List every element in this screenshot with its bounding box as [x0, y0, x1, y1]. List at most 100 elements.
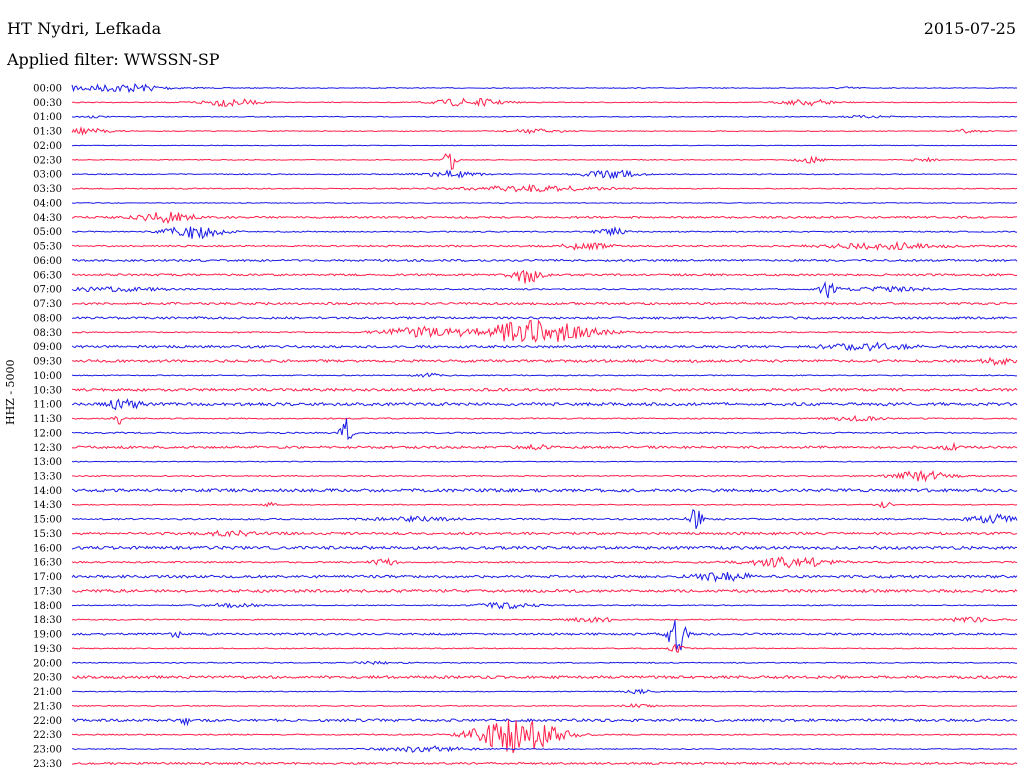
- trace-row: [71, 125, 1018, 136]
- trace-row: [71, 717, 1018, 727]
- trace-row: [71, 183, 1018, 193]
- trace-row: [71, 114, 1018, 119]
- row-time-label: 01:30: [33, 127, 62, 138]
- row-time-label: 16:30: [33, 558, 62, 569]
- trace-row: [71, 319, 1018, 343]
- row-time-label: 15:30: [33, 529, 62, 540]
- row-time-label: 19:30: [33, 644, 62, 655]
- row-time-label: 14:30: [33, 500, 62, 511]
- trace-row: [71, 83, 1018, 94]
- trace-row: [71, 269, 1018, 284]
- row-time-label: 11:00: [33, 400, 62, 411]
- trace-row: [71, 703, 1018, 709]
- row-time-label: 01:00: [33, 112, 62, 123]
- row-time-label: 12:30: [33, 443, 62, 454]
- trace-row: [71, 97, 1018, 108]
- row-time-label: 10:00: [33, 371, 62, 382]
- row-time-label: 09:00: [33, 342, 62, 353]
- trace-row: [71, 258, 1018, 263]
- row-time-label: 22:30: [33, 730, 62, 741]
- row-time-label: 15:00: [33, 515, 62, 526]
- row-time-label: 19:00: [33, 630, 62, 641]
- trace-row: [71, 556, 1018, 569]
- row-time-label: 00:00: [33, 84, 62, 95]
- row-time-label: 07:30: [33, 299, 62, 310]
- trace-row: [71, 719, 1018, 754]
- row-time-label: 04:00: [33, 198, 62, 209]
- row-time-label: 22:00: [33, 716, 62, 727]
- row-time-label: 20:00: [33, 658, 62, 669]
- trace-row: [71, 316, 1018, 320]
- row-time-label: 04:30: [33, 213, 62, 224]
- row-time-label: 18:00: [33, 601, 62, 612]
- trace-row: [71, 616, 1018, 624]
- row-time-label: 02:30: [33, 155, 62, 166]
- trace-row: [71, 356, 1018, 367]
- trace-row: [71, 601, 1018, 610]
- trace-row: [71, 572, 1018, 583]
- row-time-label: 13:30: [33, 471, 62, 482]
- trace-row: [71, 688, 1018, 695]
- row-time-label: 06:30: [33, 270, 62, 281]
- row-time-label: 10:30: [33, 385, 62, 396]
- row-time-label: 18:30: [33, 615, 62, 626]
- trace-row: [71, 341, 1018, 352]
- trace-row: [71, 387, 1018, 392]
- trace-row: [71, 588, 1018, 594]
- row-time-label: 20:30: [33, 673, 62, 684]
- station-title: HT Nydri, Lefkada: [7, 19, 162, 38]
- trace-row: [71, 153, 1018, 170]
- row-time-label: 08:30: [33, 328, 62, 339]
- row-time-label: 17:00: [33, 572, 62, 583]
- trace-row: [71, 372, 1018, 378]
- row-time-label: 03:30: [33, 184, 62, 195]
- trace-row: [71, 660, 1018, 665]
- trace-row: [71, 745, 1018, 753]
- row-time-label: 00:30: [33, 98, 62, 109]
- row-time-label: 23:00: [33, 745, 62, 756]
- trace-row: [71, 301, 1018, 306]
- trace-row: [71, 202, 1018, 204]
- filter-label: Applied filter: WWSSN-SP: [7, 50, 220, 69]
- date-label: 2015-07-25: [923, 19, 1016, 38]
- trace-row: [71, 545, 1018, 551]
- trace-row: [71, 414, 1018, 425]
- trace-row: [71, 144, 1018, 147]
- trace-row: [71, 508, 1018, 529]
- trace-row: [71, 398, 1018, 411]
- trace-row: [71, 240, 1018, 251]
- row-time-label: 07:00: [33, 285, 62, 296]
- trace-row: [71, 418, 1018, 441]
- row-time-label: 21:30: [33, 701, 62, 712]
- trace-row: [71, 643, 1018, 654]
- row-time-label: 23:30: [33, 759, 62, 770]
- row-time-label: 11:30: [33, 414, 62, 425]
- trace-row: [71, 211, 1018, 225]
- trace-row: [71, 620, 1018, 651]
- row-time-label: 05:30: [33, 242, 62, 253]
- row-time-label: 13:00: [33, 457, 62, 468]
- row-time-label: 05:00: [33, 227, 62, 238]
- row-time-label: 09:30: [33, 357, 62, 368]
- trace-row: [71, 460, 1018, 463]
- trace-row: [71, 469, 1018, 483]
- row-time-label: 08:00: [33, 313, 62, 324]
- trace-row: [71, 529, 1018, 538]
- row-time-label: 06:00: [33, 256, 62, 267]
- row-time-label: 21:00: [33, 687, 62, 698]
- row-time-label: 16:00: [33, 543, 62, 554]
- row-time-label: 17:30: [33, 586, 62, 597]
- trace-row: [71, 487, 1018, 493]
- trace-row: [71, 674, 1018, 680]
- row-time-label: 02:00: [33, 141, 62, 152]
- row-time-label: 14:00: [33, 486, 62, 497]
- row-time-label: 12:00: [33, 428, 62, 439]
- trace-row: [71, 169, 1018, 180]
- trace-row: [71, 225, 1018, 240]
- trace-row: [71, 761, 1018, 766]
- trace-row: [71, 500, 1018, 509]
- trace-row: [71, 441, 1018, 451]
- row-time-label: 03:00: [33, 170, 62, 181]
